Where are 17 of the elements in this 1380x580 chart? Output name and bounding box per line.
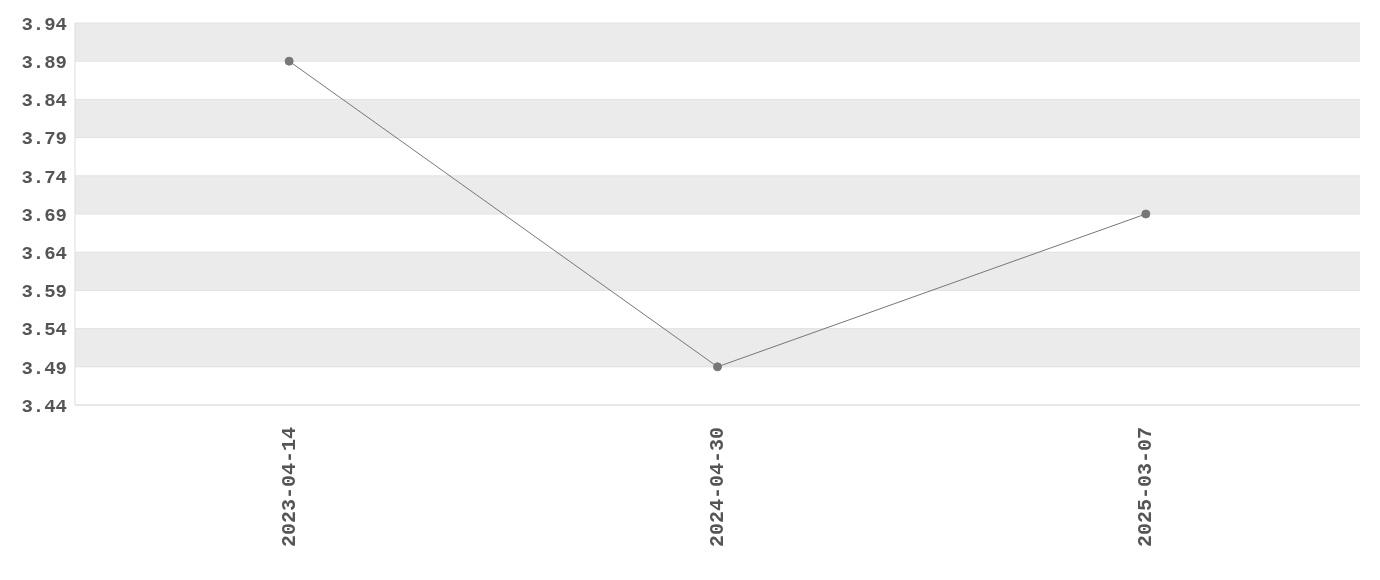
y-tick-label: 3.64	[21, 242, 67, 265]
y-tick-label: 3.54	[21, 319, 67, 342]
y-tick-label: 3.89	[21, 51, 67, 74]
y-tick-label: 3.44	[21, 395, 67, 418]
y-tick-label: 3.49	[21, 357, 67, 380]
x-tick-label: 2025-03-07	[1134, 427, 1158, 548]
y-tick-label: 3.94	[21, 13, 67, 36]
x-tick-label: 2023-04-14	[277, 427, 301, 548]
y-tick-label: 3.84	[21, 90, 67, 113]
y-tick-label: 3.79	[21, 128, 67, 151]
y-tick-label: 3.74	[21, 166, 67, 189]
point	[1141, 209, 1151, 219]
x-tick-label: 2024-04-30	[706, 427, 729, 548]
y-tick-label: 3.69	[21, 204, 67, 227]
point	[284, 56, 294, 66]
y-tick-label: 3.59	[21, 281, 67, 304]
point	[713, 362, 722, 372]
